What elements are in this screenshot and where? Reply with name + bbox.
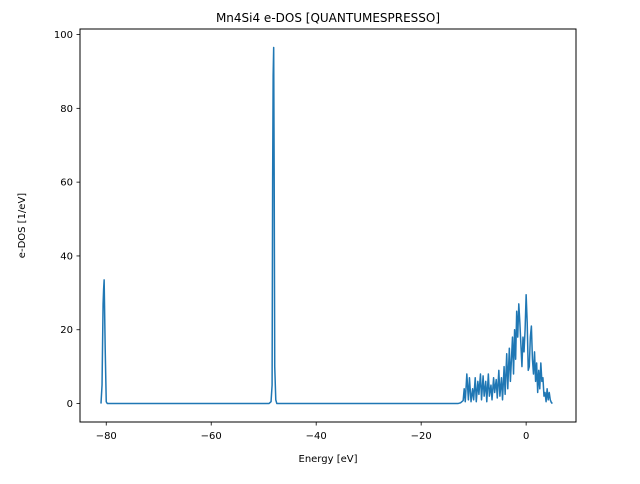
x-tick-label: −20 [411,431,432,442]
x-tick-label: 0 [523,431,529,442]
y-tick-label: 20 [60,325,73,336]
x-tick-label: −80 [96,431,117,442]
y-tick-label: 60 [60,178,73,189]
plot-layer [100,46,553,405]
y-tick-label: 80 [60,104,73,115]
axes-frame [79,28,577,423]
y-tick-label: 0 [67,399,73,410]
series-line-0 [100,46,553,405]
x-tick-label: −60 [201,431,222,442]
y-tick-label: 40 [60,251,73,262]
x-axis-label: Energy [eV] [299,454,358,465]
chart-title: Mn4Si4 e-DOS [QUANTUMESPRESSO] [216,11,440,25]
x-tick-label: −40 [306,431,327,442]
ticks-layer: −80 −60 −40 −20 0 0 20 40 60 80 100 [54,30,529,442]
y-tick-label: 100 [54,30,73,41]
y-axis-label: e-DOS [1/eV] [17,193,28,258]
